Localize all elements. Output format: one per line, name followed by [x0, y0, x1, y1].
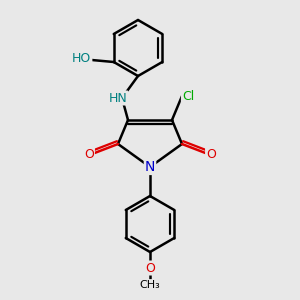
- Text: CH₃: CH₃: [140, 280, 160, 290]
- Text: Cl: Cl: [182, 89, 194, 103]
- Text: N: N: [145, 160, 155, 174]
- Text: O: O: [84, 148, 94, 160]
- Text: HO: HO: [72, 52, 92, 65]
- Text: O: O: [145, 262, 155, 275]
- Text: O: O: [206, 148, 216, 160]
- Text: HN: HN: [109, 92, 128, 104]
